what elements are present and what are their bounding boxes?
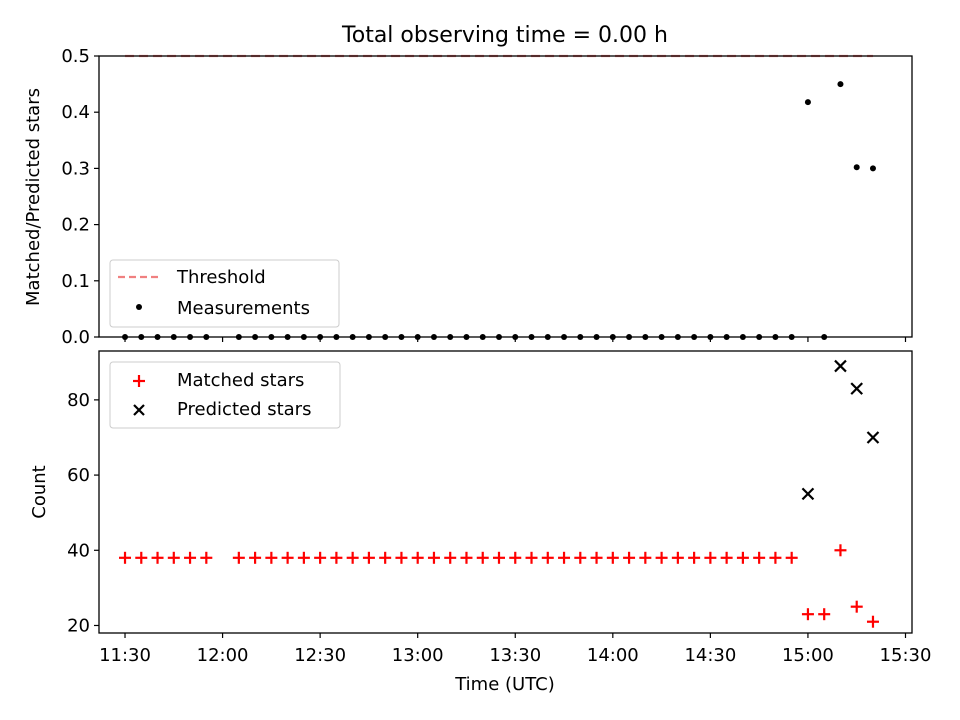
matched-stars-point (818, 608, 831, 621)
matched-stars-point (785, 551, 798, 564)
matched-stars-point (119, 551, 132, 564)
matched-stars-point (167, 551, 180, 564)
matched-stars-legend-marker (133, 375, 145, 387)
x-tick-label: 11:30 (99, 645, 151, 666)
x-tick-label: 13:30 (489, 645, 541, 666)
bottom-y-axis-label: Count (29, 465, 50, 518)
matched-stars-point (314, 551, 327, 564)
matched-stars-point (265, 551, 278, 564)
matched-stars-point (444, 551, 457, 564)
matched-stars-point (151, 551, 164, 564)
matched-stars-point (184, 551, 197, 564)
matched-stars-point (688, 551, 701, 564)
matched-stars-point (590, 551, 603, 564)
bottom-legend-box (109, 361, 341, 429)
predicted-stars-point (834, 359, 847, 373)
predicted-stars-point (866, 431, 880, 444)
top-y-axis-label: Matched/Predicted stars (23, 88, 44, 306)
matched-stars-legend-label: Matched stars (177, 370, 304, 391)
matched-stars-point (606, 551, 619, 564)
y-tick-label: 0.4 (61, 102, 90, 123)
x-tick-label: 12:30 (294, 645, 346, 666)
matched-stars-point (249, 551, 262, 564)
matched-stars-point (801, 608, 814, 621)
y-tick-label: 0.5 (61, 46, 90, 67)
x-tick-label: 13:00 (392, 645, 444, 666)
x-tick-label: 14:00 (587, 645, 639, 666)
matched-stars-point (427, 551, 440, 564)
bottom-panel: 11:30 12:00 12:30 13:00 13:30 14:00 14:30 15:00… (29, 350, 932, 695)
matched-stars-point (297, 551, 310, 564)
predicted-stars-legend-label: Predicted stars (177, 399, 311, 420)
x-tick-label: 15:30 (880, 645, 932, 666)
matched-stars-point (200, 551, 213, 564)
matched-stars-point (492, 551, 505, 564)
matched-stars-point (379, 551, 392, 564)
matched-stars-point (541, 551, 554, 564)
matched-stars-point (639, 551, 652, 564)
matched-stars-point (720, 551, 733, 564)
matched-stars-point (460, 551, 473, 564)
matched-stars-point (232, 551, 245, 564)
y-tick-label: 40 (67, 540, 90, 561)
matched-stars-point (281, 551, 294, 564)
top-legend-box (109, 259, 340, 328)
matched-stars-point (346, 551, 359, 564)
measurements-point (869, 165, 876, 172)
matched-stars-point (330, 551, 343, 564)
measurements-legend-label: Measurements (177, 298, 310, 319)
y-tick-label: 60 (67, 465, 90, 486)
bottom-legend: Matched stars Predicted stars (109, 361, 341, 429)
y-tick-label: 0.1 (61, 271, 90, 292)
matched-stars-point (525, 551, 538, 564)
matched-stars-point (623, 551, 636, 564)
x-tick-label: 14:30 (684, 645, 736, 666)
bottom-plot-area: 11:30 12:00 12:30 13:00 13:30 14:00 14:30 15:00… (67, 359, 932, 666)
x-axis-label: Time (UTC) (454, 674, 555, 695)
matched-stars-point (704, 551, 717, 564)
y-tick-label: 0.3 (61, 158, 90, 179)
matched-stars-point (850, 600, 863, 613)
bottom-plot-frame (98, 350, 913, 634)
matched-stars-point (769, 551, 782, 564)
top-legend: Threshold Measurements (109, 259, 340, 328)
matched-stars-point (655, 551, 668, 564)
matched-stars-point (411, 551, 424, 564)
y-tick-label: 0.0 (61, 327, 90, 348)
measurements-legend-marker (136, 304, 142, 310)
measurements-point (837, 81, 844, 88)
matched-stars-point (736, 551, 749, 564)
measurements-point (804, 99, 811, 106)
y-tick-label: 0.2 (61, 215, 90, 236)
predicted-stars-point (850, 382, 863, 395)
matched-stars-point (866, 615, 879, 628)
predicted-stars-point (801, 487, 815, 501)
matched-stars-point (135, 551, 148, 564)
measurements-point (853, 164, 860, 171)
matched-stars-point (476, 551, 489, 564)
matched-stars-point (671, 551, 684, 564)
matched-stars-point (574, 551, 587, 564)
threshold-legend-label: Threshold (176, 267, 266, 288)
matched-stars-point (834, 544, 847, 557)
chart-title: Total observing time = 0.00 h (341, 23, 668, 48)
matched-stars-point (395, 551, 408, 564)
top-plot-frame (98, 55, 913, 338)
x-tick-label: 12:00 (197, 645, 249, 666)
y-tick-label: 80 (67, 390, 90, 411)
matched-stars-point (753, 551, 766, 564)
predicted-stars-legend-marker (133, 404, 145, 416)
x-tick-label: 15:00 (782, 645, 834, 666)
matched-stars-point (362, 551, 375, 564)
top-panel: Total observing time = 0.00 h 0.0 0.1 0.2 0… (23, 23, 913, 348)
matched-stars-point (509, 551, 522, 564)
y-tick-label: 20 (67, 615, 90, 636)
matched-stars-point (558, 551, 571, 564)
